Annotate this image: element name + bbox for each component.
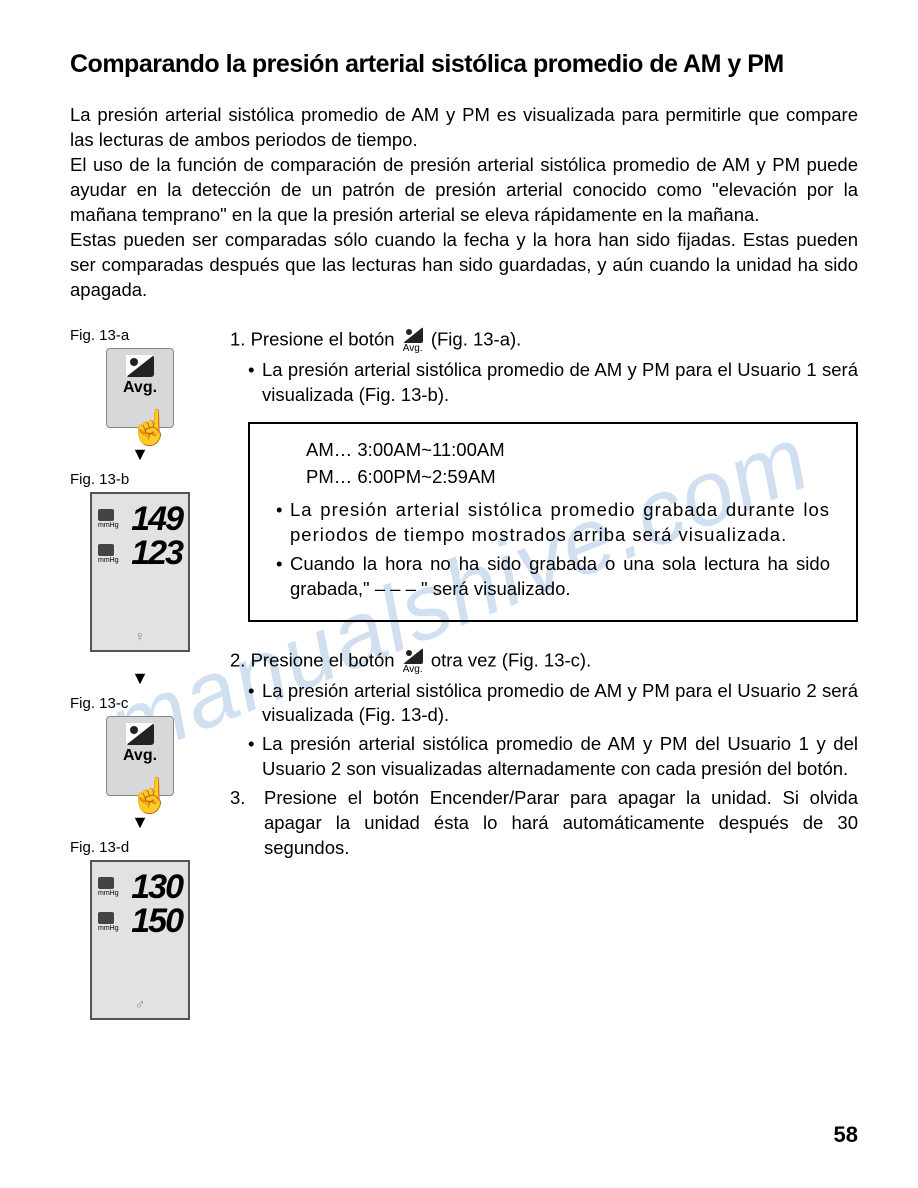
avg-inline-icon: Avg. bbox=[403, 327, 423, 354]
step3: 3. Presione el botón Encender/Parar para… bbox=[230, 786, 858, 861]
step1-bullet1-text: La presión arterial sistólica promedio d… bbox=[262, 358, 858, 408]
fig-13a-button: Avg. ☝ bbox=[106, 348, 174, 428]
step1-text-end: (Fig. 13-a). bbox=[431, 328, 521, 349]
pm-avg-icon bbox=[98, 912, 114, 924]
fig-13c-label: Fig. 13-c bbox=[70, 695, 210, 712]
pm-avg-icon bbox=[98, 544, 114, 556]
step2-bullet2: • La presión arterial sistólica promedio… bbox=[230, 732, 858, 782]
box-bullet1-text: La presión arterial sistólica promedio g… bbox=[290, 498, 830, 548]
fig-13d-label: Fig. 13-d bbox=[70, 839, 210, 856]
steps-column: 1. Presione el botón Avg. (Fig. 13-a). •… bbox=[230, 327, 858, 1020]
box-bullet2: • Cuando la hora no ha sido grabada o un… bbox=[276, 552, 830, 602]
avg-day-night-icon bbox=[126, 723, 154, 745]
content-row: Fig. 13-a Avg. ☝ ▼ Fig. 13-b mmHg 149 mm… bbox=[70, 327, 858, 1020]
fig-13b-value2: 123 bbox=[120, 538, 182, 569]
page-number: 58 bbox=[834, 1122, 858, 1148]
fig-13b-screen: mmHg 149 mmHg 123 ♀ bbox=[90, 492, 190, 652]
step2-text-end: otra vez (Fig. 13-c). bbox=[431, 649, 591, 670]
box-pm-line: PM… 6:00PM~2:59AM bbox=[276, 465, 830, 490]
avg-button-text: Avg. bbox=[123, 747, 157, 765]
unit-label: mmHg bbox=[98, 522, 120, 529]
arrow-down-icon: ▼ bbox=[70, 668, 210, 689]
step2-bullet2-text: La presión arterial sistólica promedio d… bbox=[262, 732, 858, 782]
fig-13d-value1: 130 bbox=[120, 872, 182, 903]
am-avg-icon bbox=[98, 877, 114, 889]
fig-13d-value2: 150 bbox=[120, 906, 182, 937]
step2-line: 2. Presione el botón Avg. otra vez (Fig.… bbox=[230, 648, 858, 675]
step1-bullet1: • La presión arterial sistólica promedio… bbox=[230, 358, 858, 408]
bullet-mark: • bbox=[248, 679, 262, 729]
pointing-hand-icon: ☝ bbox=[129, 411, 171, 445]
am-avg-icon bbox=[98, 509, 114, 521]
step3-text: Presione el botón Encender/Parar para ap… bbox=[264, 786, 858, 861]
box-bullet1: • La presión arterial sistólica promedio… bbox=[276, 498, 830, 548]
user1-icon: ♀ bbox=[135, 628, 146, 644]
bullet-mark: • bbox=[248, 358, 262, 408]
figures-column: Fig. 13-a Avg. ☝ ▼ Fig. 13-b mmHg 149 mm… bbox=[70, 327, 210, 1020]
box-bullet2-text: Cuando la hora no ha sido grabada o una … bbox=[290, 552, 830, 602]
avg-button-text: Avg. bbox=[123, 379, 157, 397]
fig-13c-button: Avg. ☝ bbox=[106, 716, 174, 796]
avg-inline-icon: Avg. bbox=[403, 648, 423, 675]
step1-text-start: 1. Presione el botón bbox=[230, 328, 395, 349]
user2-icon: ♂ bbox=[135, 996, 146, 1012]
step3-num: 3. bbox=[230, 786, 264, 861]
page-title: Comparando la presión arterial sistólica… bbox=[70, 50, 858, 79]
bullet-mark: • bbox=[276, 552, 290, 602]
intro-paragraph: La presión arterial sistólica promedio d… bbox=[70, 103, 858, 303]
unit-label: mmHg bbox=[98, 557, 120, 564]
bullet-mark: • bbox=[276, 498, 290, 548]
step1-line: 1. Presione el botón Avg. (Fig. 13-a). bbox=[230, 327, 858, 354]
info-box: AM… 3:00AM~11:00AM PM… 6:00PM~2:59AM • L… bbox=[248, 422, 858, 622]
unit-label: mmHg bbox=[98, 890, 120, 897]
box-am-line: AM… 3:00AM~11:00AM bbox=[276, 438, 830, 463]
fig-13d-screen: mmHg 130 mmHg 150 ♂ bbox=[90, 860, 190, 1020]
step2-text-start: 2. Presione el botón bbox=[230, 649, 395, 670]
bullet-mark: • bbox=[248, 732, 262, 782]
fig-13a-label: Fig. 13-a bbox=[70, 327, 210, 344]
step2-bullet1-text: La presión arterial sistólica promedio d… bbox=[262, 679, 858, 729]
fig-13b-label: Fig. 13-b bbox=[70, 471, 210, 488]
avg-day-night-icon bbox=[126, 355, 154, 377]
pointing-hand-icon: ☝ bbox=[129, 779, 171, 813]
step2-bullet1: • La presión arterial sistólica promedio… bbox=[230, 679, 858, 729]
unit-label: mmHg bbox=[98, 925, 120, 932]
fig-13b-value1: 149 bbox=[120, 504, 182, 535]
